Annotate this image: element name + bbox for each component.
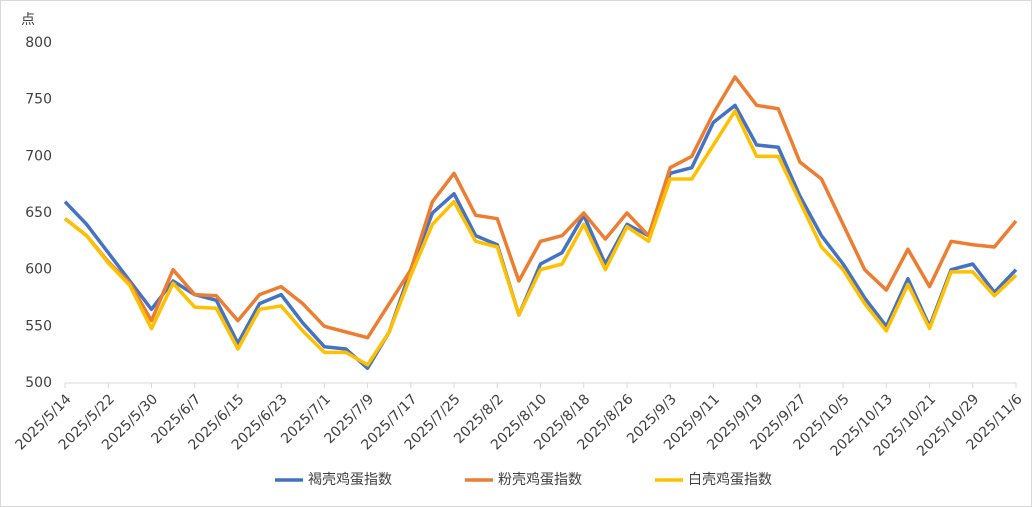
y-tick-label: 550	[25, 318, 52, 334]
series-line	[63, 103, 1018, 371]
y-tick-label: 800	[25, 35, 52, 51]
y-tick-label: 650	[25, 205, 52, 221]
y-tick-label: 600	[25, 262, 52, 278]
legend-label: 粉壳鸡蛋指数	[498, 471, 582, 488]
legend-label: 褐壳鸡蛋指数	[308, 471, 392, 488]
y-tick-label: 700	[25, 148, 52, 164]
series-line	[63, 109, 1018, 367]
y-axis-label: 点	[21, 12, 35, 28]
y-tick-label: 500	[25, 375, 52, 391]
y-tick-label: 750	[25, 92, 52, 108]
series-line	[63, 75, 1018, 340]
legend-label: 白壳鸡蛋指数	[688, 471, 772, 488]
